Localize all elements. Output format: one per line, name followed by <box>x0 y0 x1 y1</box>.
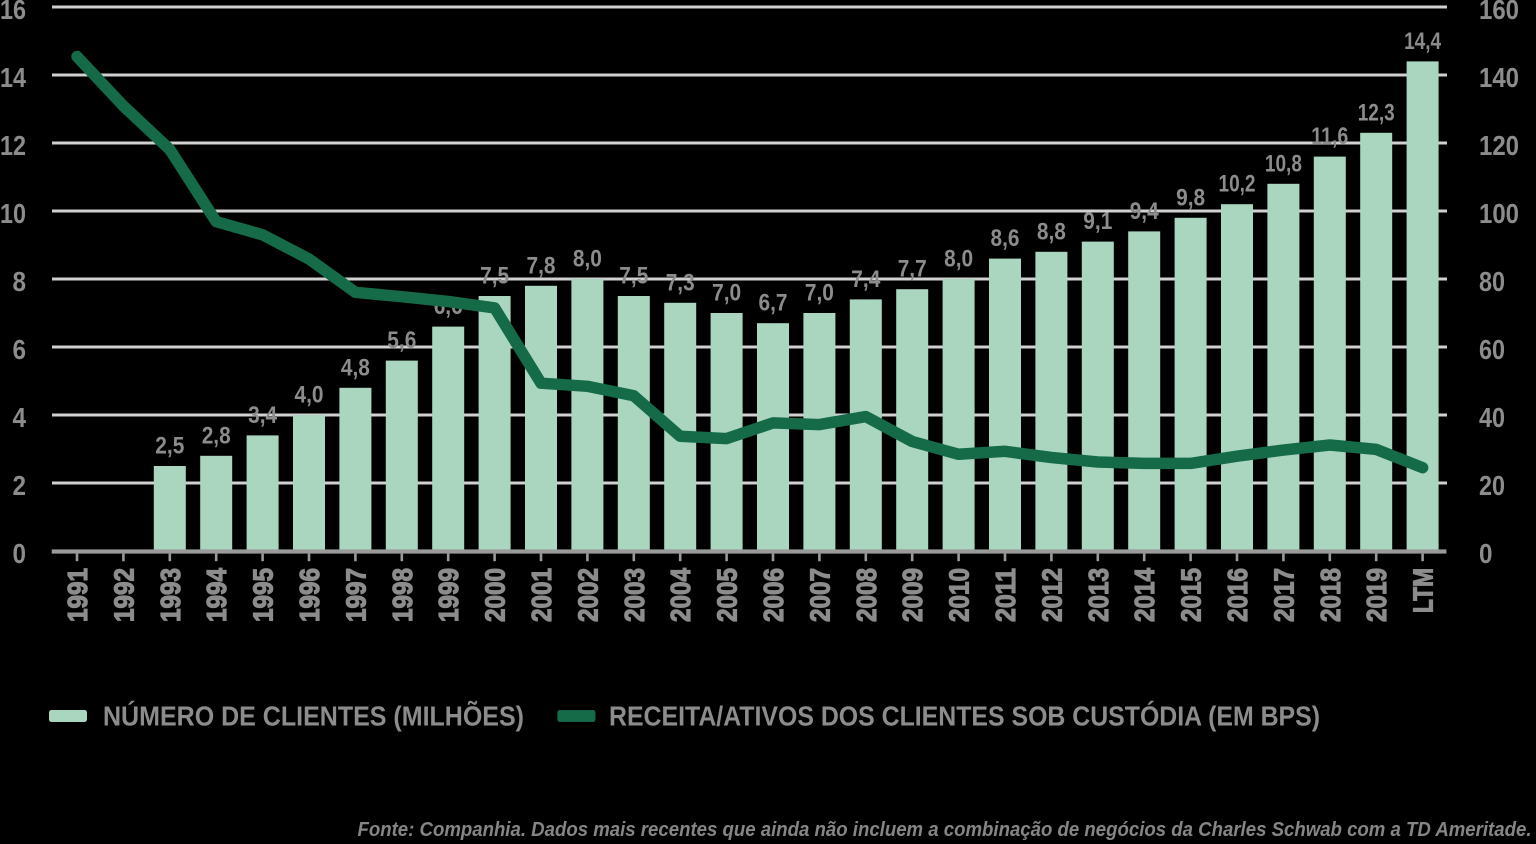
svg-text:2018: 2018 <box>1315 568 1346 622</box>
svg-text:4,8: 4,8 <box>341 354 370 381</box>
svg-text:2006: 2006 <box>758 568 789 622</box>
svg-text:9,4: 9,4 <box>1130 198 1160 225</box>
svg-text:11,6: 11,6 <box>1311 123 1348 150</box>
svg-text:2012: 2012 <box>1036 568 1067 622</box>
svg-text:160: 160 <box>1479 0 1519 25</box>
svg-text:14,4: 14,4 <box>1404 28 1442 55</box>
svg-text:7,0: 7,0 <box>712 280 741 307</box>
svg-text:100: 100 <box>1479 198 1519 229</box>
svg-text:2: 2 <box>13 470 27 501</box>
svg-text:NÚMERO DE CLIENTES (MILHÕES): NÚMERO DE CLIENTES (MILHÕES) <box>103 701 524 732</box>
svg-text:2003: 2003 <box>619 568 650 622</box>
svg-text:7,7: 7,7 <box>898 256 927 283</box>
svg-text:20: 20 <box>1479 470 1505 501</box>
svg-text:12: 12 <box>0 130 26 161</box>
svg-text:1999: 1999 <box>433 568 464 622</box>
svg-text:2,8: 2,8 <box>202 422 231 449</box>
svg-text:9,8: 9,8 <box>1176 184 1205 211</box>
svg-text:2005: 2005 <box>712 568 743 622</box>
svg-text:2011: 2011 <box>990 568 1021 622</box>
svg-text:6,7: 6,7 <box>759 290 788 317</box>
svg-text:4: 4 <box>13 402 27 433</box>
svg-text:2015: 2015 <box>1176 568 1207 622</box>
svg-text:Fonte: Companhia. Dados mais r: Fonte: Companhia. Dados mais recentes qu… <box>358 818 1532 841</box>
svg-text:2017: 2017 <box>1268 568 1299 622</box>
svg-text:10,2: 10,2 <box>1219 171 1256 198</box>
svg-text:1992: 1992 <box>108 568 139 622</box>
svg-text:LTM: LTM <box>1408 568 1439 613</box>
svg-text:2007: 2007 <box>804 568 835 622</box>
svg-text:2001: 2001 <box>526 568 557 622</box>
svg-text:1996: 1996 <box>294 568 325 622</box>
svg-text:2004: 2004 <box>665 568 696 622</box>
svg-text:3,4: 3,4 <box>248 402 278 429</box>
svg-text:RECEITA/ATIVOS DOS CLIENTES SO: RECEITA/ATIVOS DOS CLIENTES SOB CUSTÓDIA… <box>609 701 1320 732</box>
svg-text:8: 8 <box>13 266 27 297</box>
svg-text:5,6: 5,6 <box>387 327 416 354</box>
svg-text:2014: 2014 <box>1129 568 1160 622</box>
svg-text:1993: 1993 <box>155 568 186 622</box>
svg-text:2009: 2009 <box>897 568 928 622</box>
svg-text:80: 80 <box>1479 266 1505 297</box>
svg-text:7,8: 7,8 <box>527 252 556 279</box>
svg-text:2000: 2000 <box>480 568 511 622</box>
svg-text:4,0: 4,0 <box>295 382 324 409</box>
svg-text:60: 60 <box>1479 334 1505 365</box>
svg-text:2013: 2013 <box>1083 568 1114 622</box>
svg-text:2019: 2019 <box>1361 568 1392 622</box>
svg-text:1995: 1995 <box>248 568 279 622</box>
svg-text:1998: 1998 <box>387 568 418 622</box>
svg-text:7,5: 7,5 <box>480 263 509 290</box>
svg-text:2008: 2008 <box>851 568 882 622</box>
svg-text:12,3: 12,3 <box>1358 99 1395 126</box>
svg-text:2010: 2010 <box>944 568 975 622</box>
svg-text:8,8: 8,8 <box>1037 218 1066 245</box>
svg-text:8,6: 8,6 <box>991 225 1020 252</box>
svg-text:1997: 1997 <box>340 568 371 622</box>
svg-text:7,0: 7,0 <box>805 280 834 307</box>
svg-text:0: 0 <box>13 538 27 569</box>
svg-text:14: 14 <box>0 62 27 93</box>
svg-text:1991: 1991 <box>62 568 93 622</box>
svg-text:10: 10 <box>0 198 26 229</box>
svg-text:2016: 2016 <box>1222 568 1253 622</box>
svg-text:6: 6 <box>13 334 27 365</box>
svg-text:7,3: 7,3 <box>666 269 695 296</box>
svg-text:16: 16 <box>0 0 26 25</box>
svg-text:8,0: 8,0 <box>944 246 973 273</box>
svg-text:7,5: 7,5 <box>619 263 648 290</box>
svg-text:120: 120 <box>1479 130 1519 161</box>
svg-text:2002: 2002 <box>572 568 603 622</box>
svg-text:40: 40 <box>1479 402 1505 433</box>
svg-text:10,8: 10,8 <box>1265 150 1302 177</box>
svg-text:1994: 1994 <box>201 568 232 622</box>
svg-text:140: 140 <box>1479 62 1519 93</box>
svg-text:2,5: 2,5 <box>155 433 184 460</box>
svg-text:8,0: 8,0 <box>573 246 602 273</box>
svg-text:0: 0 <box>1479 538 1493 569</box>
svg-text:9,1: 9,1 <box>1083 208 1112 235</box>
svg-text:7,4: 7,4 <box>851 266 881 293</box>
